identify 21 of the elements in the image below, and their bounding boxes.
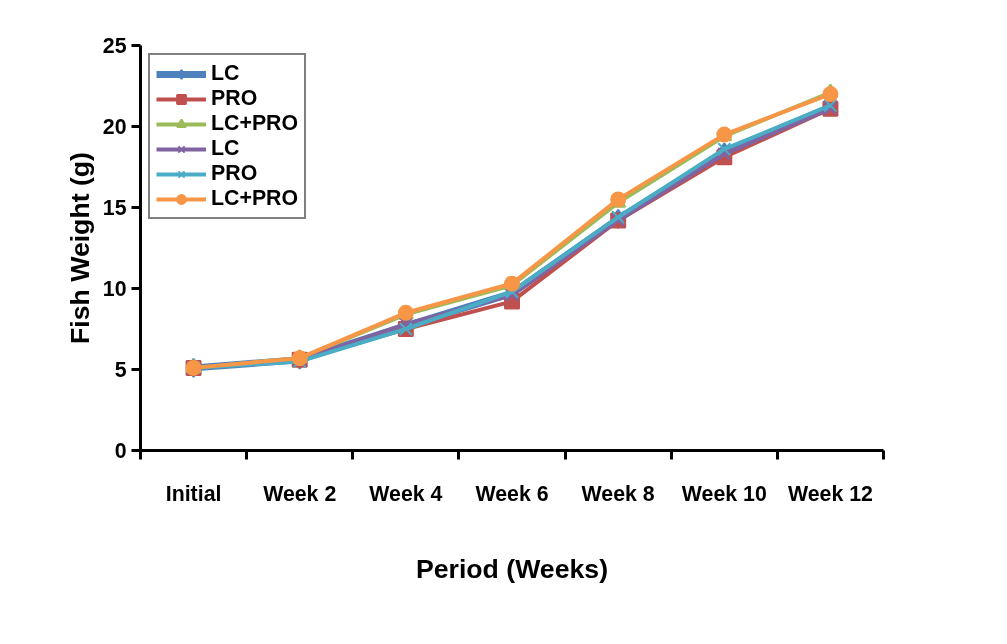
y-tick-label: 15 (102, 196, 127, 220)
y-tick-label: 5 (114, 358, 127, 382)
x-tick-label: Week 6 (475, 481, 549, 506)
x-tick-label: Initial (165, 481, 222, 506)
y-tick-label: 10 (102, 277, 127, 301)
legend-label: LC (211, 136, 240, 161)
y-tick-label: 0 (114, 439, 127, 463)
x-tick-label: Week 12 (787, 481, 873, 506)
y-tick-label: 25 (102, 34, 127, 58)
legend-label: LC (211, 61, 240, 86)
legend-label: LC+PRO (211, 186, 299, 211)
x-tick-label: Week 10 (681, 481, 767, 506)
y-tick-label: 20 (102, 115, 127, 139)
x-axis-title: Period (Weeks) (415, 553, 609, 584)
x-tick-label: Week 8 (581, 481, 655, 506)
legend-label: PRO (211, 86, 258, 111)
legend-label: PRO (211, 161, 258, 186)
y-axis-title: Fish Weight (g) (64, 152, 95, 344)
x-tick-label: Week 4 (369, 481, 443, 506)
legend-label: LC+PRO (211, 111, 299, 136)
x-tick-label: Week 2 (263, 481, 337, 506)
